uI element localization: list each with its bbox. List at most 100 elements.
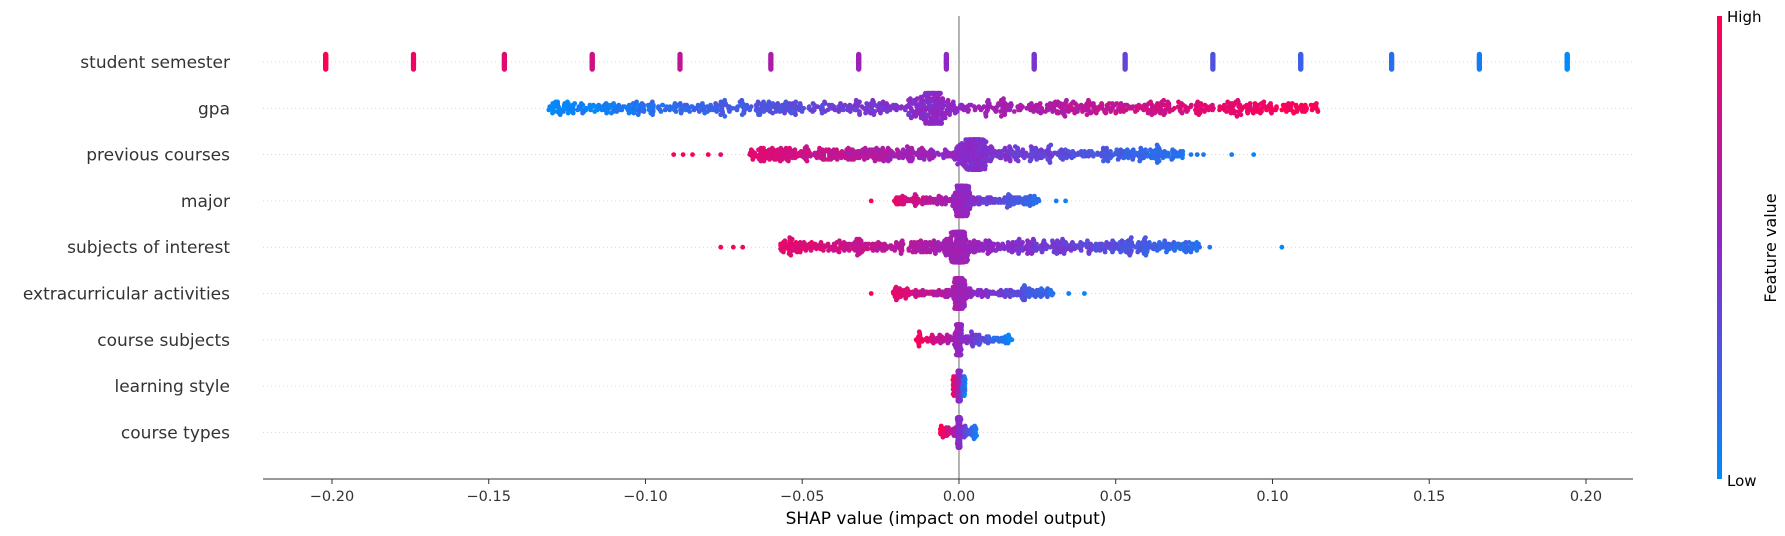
data-point xyxy=(1049,292,1055,298)
data-point xyxy=(1078,248,1084,253)
data-point xyxy=(973,340,978,346)
data-point xyxy=(1183,240,1189,245)
data-point xyxy=(718,112,724,118)
data-point xyxy=(901,201,907,207)
data-point xyxy=(1057,249,1063,255)
data-point xyxy=(557,112,563,118)
data-point xyxy=(1109,101,1115,106)
data-point xyxy=(1284,109,1289,114)
data-point xyxy=(1136,102,1142,108)
data-point xyxy=(1041,238,1047,244)
data-point xyxy=(1154,160,1160,166)
data-point xyxy=(1114,101,1120,106)
colorbar-gradient xyxy=(1717,16,1722,479)
data-point xyxy=(1225,99,1231,105)
data-point xyxy=(961,393,967,399)
data-point xyxy=(870,248,876,253)
data-point xyxy=(1135,249,1141,255)
data-point xyxy=(1010,149,1015,154)
data-point xyxy=(985,97,991,103)
data-point xyxy=(616,102,622,108)
data-point xyxy=(970,343,976,349)
data-point xyxy=(945,153,951,159)
data-point xyxy=(968,426,974,432)
data-point xyxy=(918,94,924,100)
data-point xyxy=(870,241,876,247)
data-point xyxy=(1000,241,1005,247)
data-point xyxy=(1136,240,1142,245)
data-point xyxy=(626,110,632,116)
data-point xyxy=(880,248,885,253)
data-point xyxy=(1020,147,1026,153)
data-point xyxy=(750,157,756,162)
data-point xyxy=(1286,101,1291,106)
data-point xyxy=(691,107,697,113)
data-point xyxy=(990,339,996,344)
data-point xyxy=(1002,145,1008,151)
data-point xyxy=(1025,251,1030,256)
data-point xyxy=(967,206,973,212)
data-point xyxy=(1086,97,1091,103)
data-point xyxy=(1027,203,1033,209)
data-point xyxy=(1047,160,1053,166)
x-tick-label: 0.20 xyxy=(1570,489,1602,505)
data-point xyxy=(1015,195,1021,201)
data-point xyxy=(949,287,955,293)
data-point xyxy=(817,145,822,151)
data-point xyxy=(1080,109,1085,114)
data-point xyxy=(944,236,949,242)
data-point xyxy=(953,329,959,335)
data-point xyxy=(966,167,971,173)
data-point xyxy=(1048,142,1054,148)
data-point xyxy=(1071,153,1077,159)
data-point xyxy=(782,238,788,244)
data-point xyxy=(966,184,972,189)
data-point xyxy=(1093,241,1099,247)
data-point xyxy=(844,241,849,247)
data-point xyxy=(1064,97,1069,103)
data-point xyxy=(1028,144,1034,150)
data-point xyxy=(1016,236,1022,242)
data-point xyxy=(1161,97,1167,103)
data-point xyxy=(855,149,861,154)
data-point xyxy=(907,96,913,102)
data-point xyxy=(1172,105,1177,111)
data-point xyxy=(1053,198,1059,204)
data-point xyxy=(868,291,874,296)
data-point xyxy=(1113,110,1119,116)
data-point xyxy=(950,99,956,105)
data-point xyxy=(998,335,1004,341)
data-point xyxy=(1147,147,1153,153)
data-point xyxy=(1120,155,1126,161)
data-point xyxy=(730,244,736,250)
data-point xyxy=(852,248,858,253)
data-point xyxy=(587,102,593,108)
data-point xyxy=(1133,109,1138,114)
data-point xyxy=(997,155,1003,161)
data-point xyxy=(981,137,987,143)
data-point xyxy=(1118,249,1123,255)
data-point xyxy=(847,102,853,108)
data-point xyxy=(578,101,584,106)
data-point xyxy=(788,147,793,153)
data-point xyxy=(818,240,824,245)
data-point xyxy=(998,287,1004,293)
data-point xyxy=(323,66,329,72)
data-point xyxy=(1097,241,1103,247)
data-point xyxy=(872,158,878,164)
data-point xyxy=(978,107,984,113)
data-point xyxy=(819,110,825,116)
data-point xyxy=(939,152,945,158)
data-point xyxy=(933,251,938,256)
data-point xyxy=(1174,153,1180,159)
data-point xyxy=(561,109,566,114)
data-point xyxy=(836,249,842,255)
data-point xyxy=(766,99,772,105)
data-point xyxy=(820,248,826,253)
data-point xyxy=(1564,66,1570,72)
data-point xyxy=(973,332,979,338)
data-point xyxy=(1018,102,1023,108)
data-point xyxy=(1095,150,1100,156)
data-point xyxy=(775,101,781,106)
